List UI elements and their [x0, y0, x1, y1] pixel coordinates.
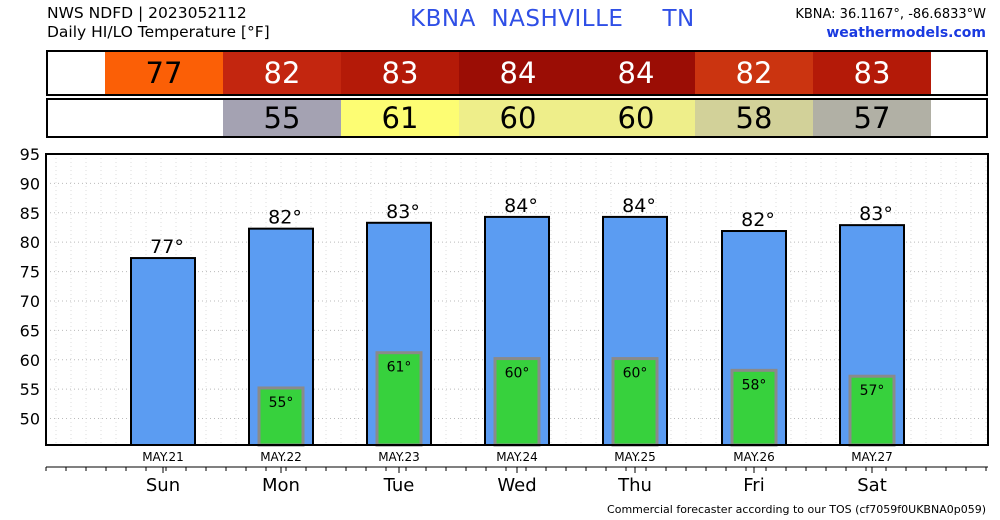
low-temp-label: 55°	[269, 395, 294, 411]
date-label: MAY.24	[496, 450, 538, 464]
low-temp-label: 61°	[387, 360, 412, 376]
station-title: KBNA NASHVILLE TN	[410, 6, 695, 32]
low-temp-cell	[105, 100, 223, 136]
header-right: KBNA: 36.1167°, -86.6833°W weathermodels…	[795, 5, 986, 43]
day-label: Wed	[497, 475, 536, 496]
y-tick-label: 70	[20, 292, 40, 311]
date-label: MAY.25	[614, 450, 656, 464]
y-tick-label: 60	[20, 351, 40, 370]
product-label: Daily HI/LO Temperature [°F]	[47, 23, 270, 41]
date-label: MAY.26	[733, 450, 775, 464]
date-label: MAY.27	[851, 450, 893, 464]
low-temp-label: 60°	[623, 366, 648, 382]
high-temp-cell: 84	[459, 52, 577, 94]
low-temp-bar	[493, 357, 541, 447]
high-temp-cell: 83	[813, 52, 931, 94]
header-info: NWS NDFD | 2023052112 Daily HI/LO Temper…	[47, 4, 270, 42]
high-temp-label: 84°	[504, 195, 538, 217]
y-tick-label: 85	[20, 204, 40, 223]
y-tick-label: 90	[20, 174, 40, 193]
y-tick-label: 95	[20, 145, 40, 164]
day-label: Thu	[617, 475, 652, 496]
high-temp-strip: 77 82 83 84 84 82 83	[46, 50, 988, 96]
low-temp-label: 60°	[505, 366, 530, 382]
day-label: Sun	[146, 475, 180, 496]
y-tick-label: 80	[20, 233, 40, 252]
high-temp-label: 84°	[622, 195, 656, 217]
day-label: Tue	[383, 475, 415, 496]
high-temp-label: 82°	[268, 207, 302, 229]
high-temp-label: 77°	[150, 236, 184, 258]
high-temp-cell: 82	[223, 52, 341, 94]
low-temp-cell: 61	[341, 100, 459, 136]
low-temp-cell: 60	[577, 100, 695, 136]
y-tick-label: 65	[20, 321, 40, 340]
day-label: Fri	[743, 475, 764, 496]
footer-note: Commercial forecaster according to our T…	[607, 503, 986, 516]
day-label: Sat	[857, 475, 887, 496]
y-tick-label: 55	[20, 380, 40, 399]
high-temp-cell: 84	[577, 52, 695, 94]
low-temp-label: 57°	[860, 383, 885, 399]
high-temp-cell: 83	[341, 52, 459, 94]
low-temp-bar	[848, 374, 896, 447]
low-temp-cell: 55	[223, 100, 341, 136]
high-temp-cell: 82	[695, 52, 813, 94]
day-label: Mon	[262, 475, 300, 496]
station-coords: KBNA: 36.1167°, -86.6833°W	[795, 7, 986, 22]
high-temp-cell: 77	[105, 52, 223, 94]
high-temp-label: 83°	[859, 203, 893, 225]
low-temp-bar	[375, 351, 423, 447]
model-run-label: NWS NDFD | 2023052112	[47, 4, 247, 22]
high-temp-label: 82°	[741, 209, 775, 231]
low-temp-cell: 57	[813, 100, 931, 136]
low-temp-label: 58°	[742, 377, 767, 393]
site-link[interactable]: weathermodels.com	[826, 25, 986, 41]
high-temp-bar	[130, 257, 196, 446]
y-tick-label: 75	[20, 263, 40, 282]
high-temp-label: 83°	[386, 201, 420, 223]
date-label: MAY.23	[378, 450, 420, 464]
date-label: MAY.22	[260, 450, 302, 464]
low-temp-strip: 55 61 60 60 58 57	[46, 98, 988, 138]
date-label: MAY.21	[142, 450, 184, 464]
low-temp-cell: 60	[459, 100, 577, 136]
low-temp-cell: 58	[695, 100, 813, 136]
temperature-chart: 50 55 60 65 70 75 80 85 90 95 77° 82° 83° 84° 84° 82° 83…	[20, 145, 989, 496]
y-tick-label: 50	[20, 410, 40, 429]
low-temp-bar	[730, 368, 778, 447]
